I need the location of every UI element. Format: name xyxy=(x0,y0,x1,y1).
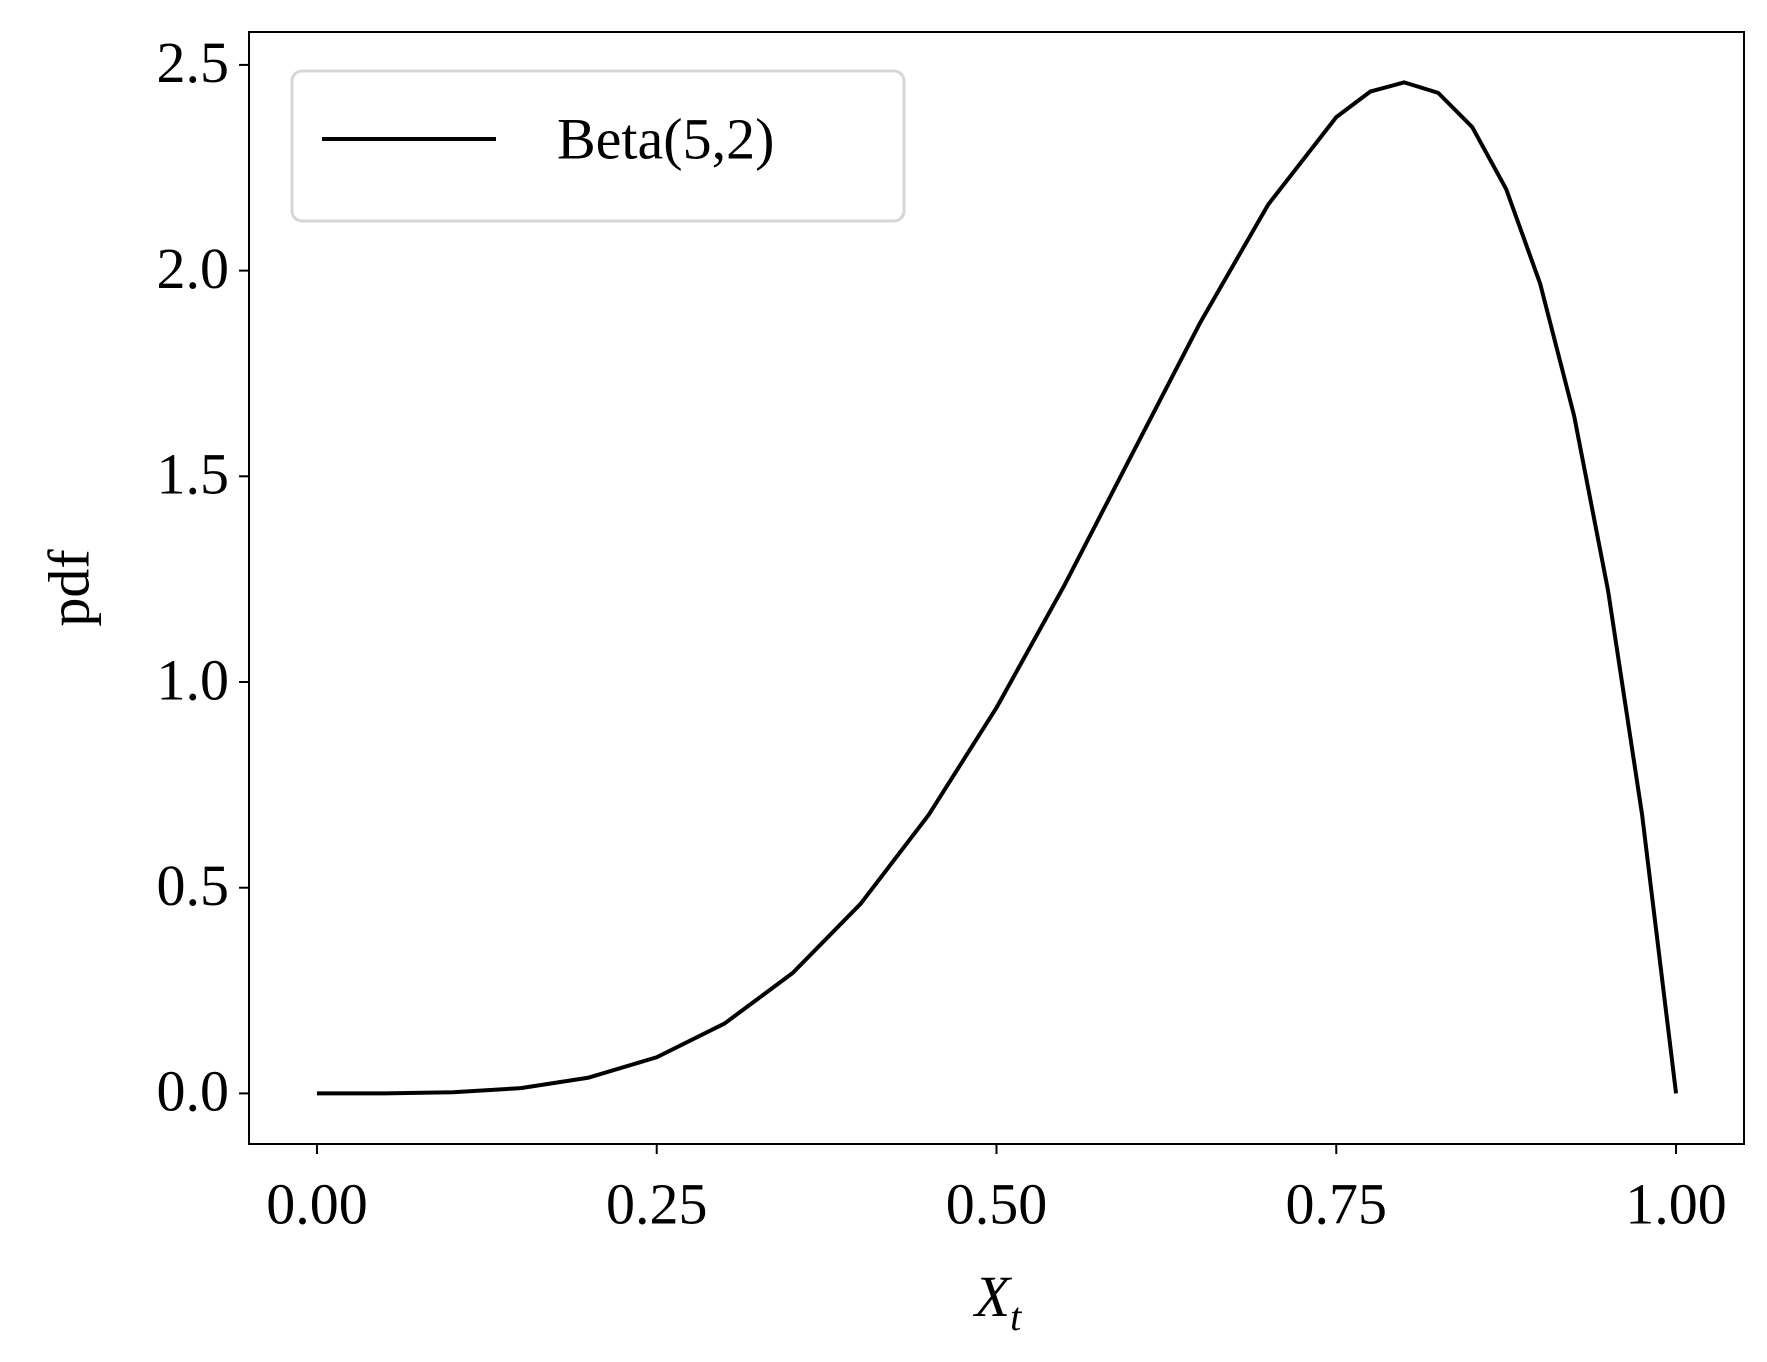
x-label-subscript: t xyxy=(1010,1294,1022,1339)
legend-box xyxy=(290,69,906,223)
y-tick-label: 1.5 xyxy=(157,442,230,507)
x-tick-label: 0.50 xyxy=(946,1171,1048,1236)
x-tick-label: 1.00 xyxy=(1625,1171,1727,1236)
data-line xyxy=(316,80,1679,1096)
y-tick-label: 0.0 xyxy=(157,1059,230,1124)
legend-label: Beta(5,2) xyxy=(557,106,774,171)
x-label-base: X xyxy=(973,1264,1013,1329)
y-tick-label: 2.5 xyxy=(157,30,230,95)
y-axis-label: pdf xyxy=(36,549,101,627)
y-tick-label: 1.0 xyxy=(157,647,230,712)
x-tick-label: 0.25 xyxy=(606,1171,708,1236)
x-tick-label: 0.00 xyxy=(266,1171,368,1236)
x-axis-label: Xt xyxy=(973,1264,1022,1339)
y-tick-label: 0.5 xyxy=(157,853,230,918)
x-tick-label: 0.75 xyxy=(1286,1171,1388,1236)
y-tick-label: 2.0 xyxy=(157,236,230,301)
